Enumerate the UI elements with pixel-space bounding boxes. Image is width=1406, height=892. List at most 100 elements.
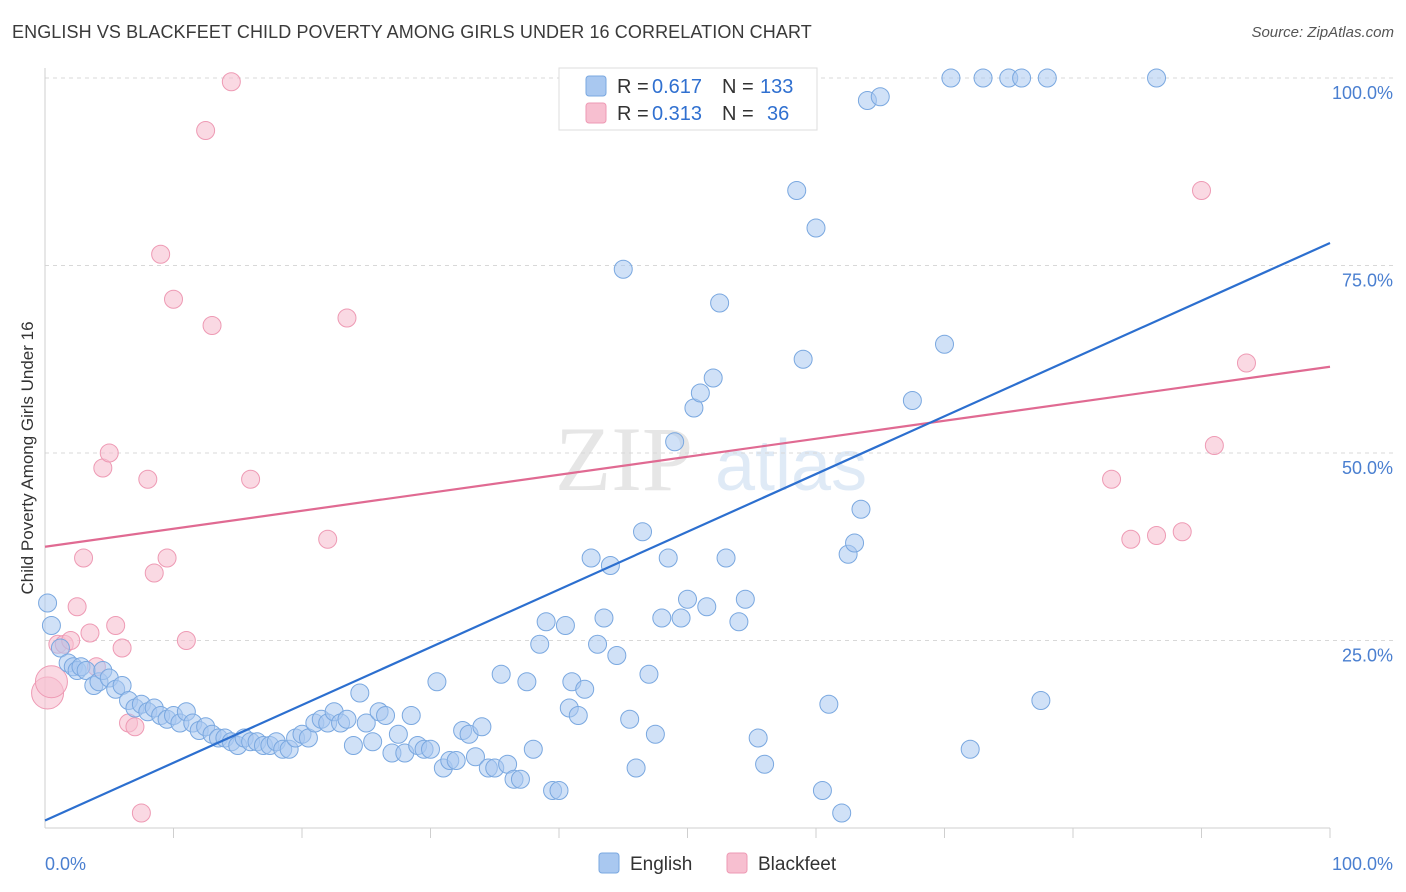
english-point xyxy=(491,664,511,684)
blackfeet-trendline xyxy=(44,365,1331,548)
english-point xyxy=(388,724,408,744)
english-point xyxy=(703,368,723,388)
blackfeet-point xyxy=(241,469,261,489)
english-point xyxy=(363,732,383,752)
english-point xyxy=(1037,68,1057,88)
blackfeet-point xyxy=(1121,529,1141,549)
english-point xyxy=(376,706,396,725)
english-point xyxy=(960,739,980,759)
legend-english-r-label: R = xyxy=(617,76,649,98)
english-point xyxy=(639,664,659,684)
blackfeet-point xyxy=(1147,526,1167,545)
english-point xyxy=(806,218,826,238)
blackfeet-point xyxy=(112,638,132,658)
blackfeet-point xyxy=(318,529,338,549)
blackfeet-point xyxy=(196,121,216,140)
blackfeet-point xyxy=(151,244,171,264)
english-point xyxy=(401,706,421,725)
bottom-legend-english-label: English xyxy=(630,854,692,875)
blackfeet-point xyxy=(99,443,119,463)
english-trendline xyxy=(44,241,1331,822)
english-point xyxy=(350,683,370,703)
blackfeet-point xyxy=(1172,522,1192,542)
bottom-legend-blackfeet-label: Blackfeet xyxy=(758,854,837,875)
english-point xyxy=(787,181,807,200)
legend-english-r-value: 0.617 xyxy=(652,76,702,98)
legend-blackfeet-r-label: R = xyxy=(617,103,649,125)
x-tick-label-min: 0.0% xyxy=(45,854,86,874)
blackfeet-point xyxy=(176,631,196,650)
chart-title: ENGLISH VS BLACKFEET CHILD POVERTY AMONG… xyxy=(12,22,812,42)
english-point xyxy=(941,68,961,88)
english-point xyxy=(665,432,685,452)
blackfeet-point xyxy=(202,316,222,335)
legend-blackfeet-n-label: N = xyxy=(722,103,754,125)
blackfeet-point xyxy=(67,597,87,617)
english-point xyxy=(626,758,646,778)
english-point xyxy=(845,533,865,553)
english-point xyxy=(421,739,440,759)
bottom-legend-blackfeet-swatch xyxy=(726,852,748,874)
y-tick-label: 100.0% xyxy=(1332,83,1393,103)
english-point xyxy=(50,638,70,658)
english-point xyxy=(1012,68,1032,88)
blackfeet-point xyxy=(80,623,100,643)
english-point xyxy=(652,608,672,628)
watermark: ZIP atlas xyxy=(555,408,867,510)
x-ticks xyxy=(173,828,1331,838)
english-point xyxy=(902,391,922,410)
english-point xyxy=(690,383,710,403)
english-point xyxy=(819,694,839,714)
blackfeet-point xyxy=(144,563,164,583)
english-point xyxy=(671,608,691,628)
bottom-legend-english-swatch xyxy=(598,852,620,874)
legend-blackfeet-swatch xyxy=(585,102,607,124)
y-tick-label: 75.0% xyxy=(1342,271,1393,291)
english-point xyxy=(356,713,376,733)
blackfeet-point xyxy=(131,803,151,823)
english-point xyxy=(588,634,608,654)
english-point xyxy=(343,736,363,755)
english-point xyxy=(812,781,832,800)
english-point xyxy=(832,803,852,823)
english-point xyxy=(530,634,550,654)
english-point xyxy=(729,612,749,632)
english-point xyxy=(568,706,588,725)
correlation-legend: R = 0.617 N = 133 R = 0.313 N = 36 xyxy=(558,67,818,131)
blackfeet-point xyxy=(221,72,241,92)
english-point xyxy=(41,616,61,635)
english-point xyxy=(755,754,775,774)
english-point xyxy=(1031,691,1051,710)
blackfeet-point xyxy=(164,289,183,309)
legend-english-n-label: N = xyxy=(722,76,754,98)
y-tick-label: 25.0% xyxy=(1342,646,1393,666)
english-point xyxy=(607,646,627,665)
english-point xyxy=(870,87,890,107)
english-point xyxy=(446,751,466,770)
english-point xyxy=(973,68,993,88)
english-point xyxy=(793,349,813,369)
blackfeet-point xyxy=(1192,181,1211,200)
blackfeet-point xyxy=(157,548,177,568)
blackfeet-point xyxy=(106,616,126,635)
source-label: Source: ZipAtlas.com xyxy=(1251,24,1394,41)
series-legend: English Blackfeet xyxy=(598,852,837,875)
blackfeet-point xyxy=(125,717,145,737)
english-point xyxy=(523,739,543,759)
blackfeet-point xyxy=(34,665,68,699)
english-point xyxy=(575,679,595,699)
legend-blackfeet-n-value: 36 xyxy=(767,103,789,125)
english-point xyxy=(427,672,447,692)
y-axis-label: Child Poverty Among Girls Under 16 xyxy=(18,321,37,594)
english-point xyxy=(1147,68,1167,88)
english-point xyxy=(472,717,492,737)
y-tick-label: 50.0% xyxy=(1342,458,1393,478)
english-point xyxy=(517,672,537,692)
legend-english-n-value: 133 xyxy=(760,76,793,98)
blackfeet-point xyxy=(74,548,94,568)
english-point xyxy=(620,709,640,729)
legend-blackfeet-r-value: 0.313 xyxy=(652,103,702,125)
english-point xyxy=(549,781,569,800)
watermark-atlas: atlas xyxy=(715,426,867,506)
